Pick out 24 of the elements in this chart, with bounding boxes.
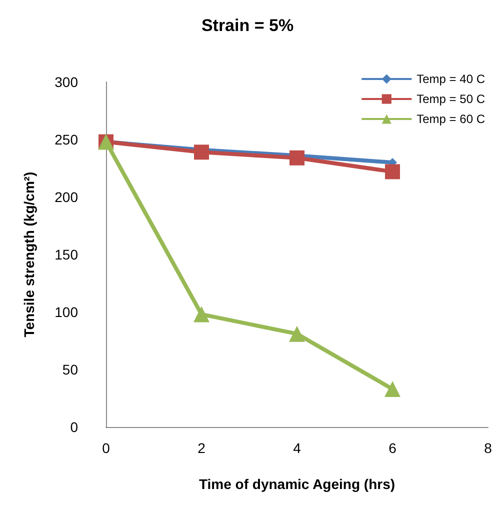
point	[194, 306, 210, 322]
legend-label: Temp = 60 C	[416, 112, 486, 126]
chart-title: Strain = 5%	[201, 16, 294, 35]
x-tick-label: 6	[388, 440, 397, 456]
y-tick-label: 50	[62, 362, 78, 378]
x-axis-title: Time of dynamic Ageing (hrs)	[198, 476, 396, 492]
point	[289, 326, 305, 342]
x-tick-label: 4	[293, 440, 302, 456]
y-tick-label: 200	[54, 189, 78, 205]
point	[385, 164, 400, 180]
y-tick-label: 100	[54, 304, 78, 320]
legend-label: Temp = 40 C	[416, 72, 486, 86]
x-tick-label: 2	[198, 440, 206, 456]
x-tick-label: 0	[102, 440, 110, 456]
y-tick-label: 300	[54, 74, 78, 90]
point	[290, 150, 304, 166]
legend-label: Temp = 50 C	[416, 92, 486, 106]
y-tick-label: 150	[54, 246, 78, 262]
y-axis-title: Tensile strength (kg/cm²)	[21, 172, 37, 338]
y-tick-label: 250	[54, 132, 78, 148]
point	[194, 144, 209, 160]
point	[384, 381, 400, 398]
x-tick-label: 8	[484, 440, 492, 456]
y-tick-label: 0	[70, 419, 78, 435]
